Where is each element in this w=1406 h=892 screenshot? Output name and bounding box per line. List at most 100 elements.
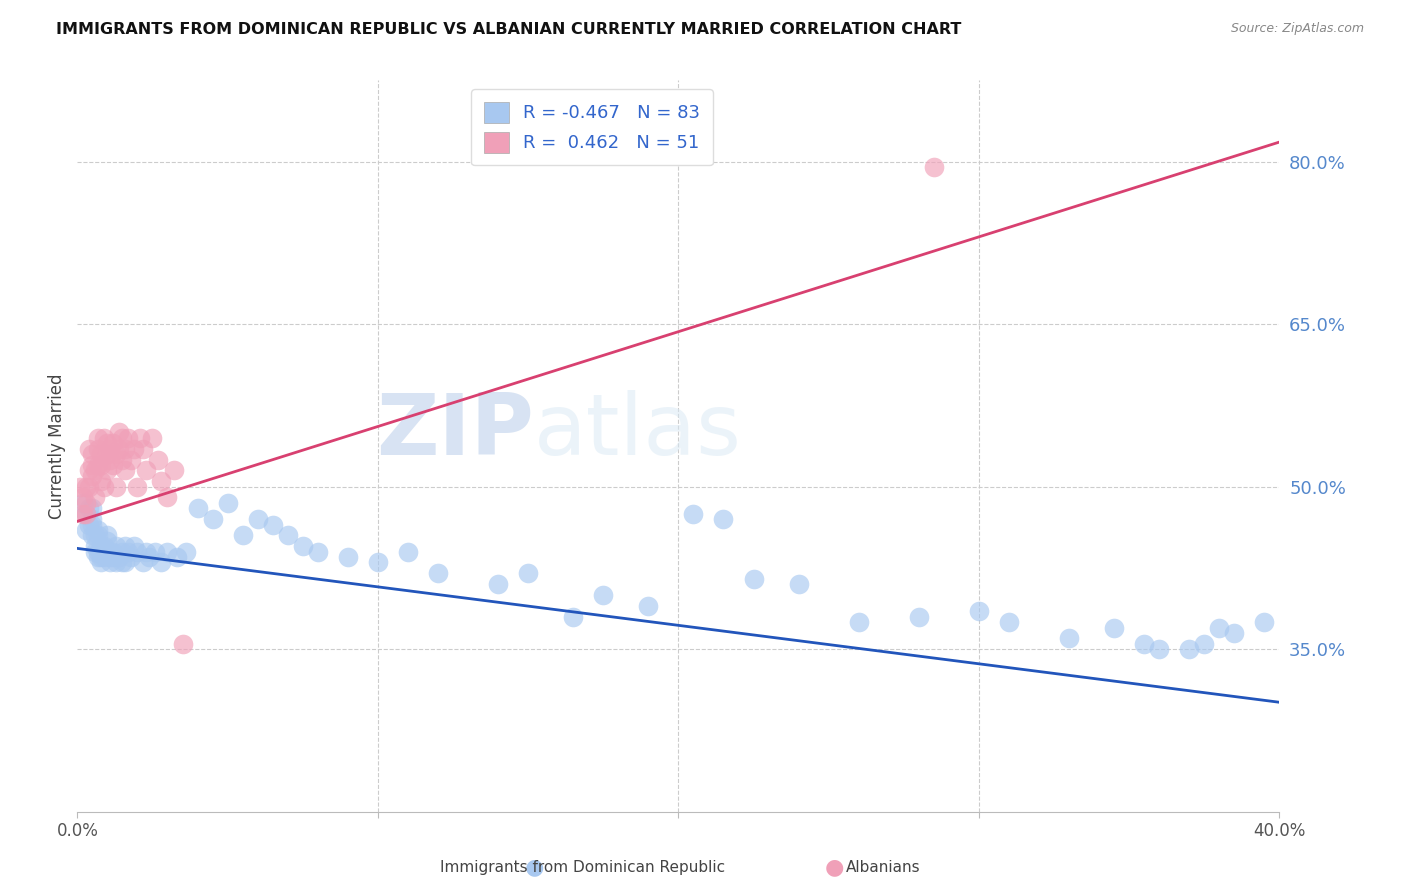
Point [908,609,931,624]
Point [82,512,104,526]
Point [105,556,128,570]
Point [637,599,659,613]
Point [1102,620,1125,634]
Point [232,528,254,542]
Text: Source: ZipAtlas.com: Source: ZipAtlas.com [1230,22,1364,36]
Point [69,480,91,494]
Point [217,496,239,510]
Legend: R = -0.467   N = 83, R =  0.462   N = 51: R = -0.467 N = 83, R = 0.462 N = 51 [471,89,713,165]
Point [72,507,94,521]
Point [141,431,163,445]
Text: Immigrants from Dominican Republic: Immigrants from Dominican Republic [440,860,724,874]
Point [90,447,112,461]
Point [79,517,101,532]
Point [135,463,157,477]
Point [111,544,134,558]
Point [82,447,104,461]
Point [111,431,134,445]
Point [998,615,1021,629]
Point [1178,642,1201,657]
Point [93,550,115,565]
Point [87,550,110,565]
Point [114,539,136,553]
Point [75,496,97,510]
Point [592,588,614,602]
Point [1057,632,1080,646]
Point [100,556,122,570]
Point [93,431,115,445]
Point [87,431,110,445]
Point [96,528,118,542]
Point [96,436,118,450]
Point [103,458,125,472]
Point [1223,626,1246,640]
Point [1194,637,1216,651]
Point [100,442,122,456]
Point [82,501,104,516]
Point [117,431,139,445]
Point [87,544,110,558]
Point [100,550,122,565]
Point [713,512,735,526]
Point [105,447,128,461]
Point [127,544,149,558]
Point [787,577,810,591]
Point [291,539,314,553]
Point [162,463,184,477]
Point [82,528,104,542]
Point [84,463,107,477]
Point [111,452,134,467]
Point [82,458,104,472]
Point [1149,642,1171,657]
Point [129,431,152,445]
Point [367,556,389,570]
Point [124,442,146,456]
Point [427,566,450,581]
Point [93,480,115,494]
Point [108,442,131,456]
Point [127,480,149,494]
Point [87,528,110,542]
Point [186,501,209,516]
Point [100,544,122,558]
Point [132,556,155,570]
Point [84,528,107,542]
Point [172,637,194,651]
Text: ●: ● [825,857,845,877]
Y-axis label: Currently Married: Currently Married [48,373,66,519]
Point [103,550,125,565]
Point [90,550,112,565]
Point [682,507,704,521]
Point [87,523,110,537]
Point [75,523,97,537]
Point [1133,637,1156,651]
Point [90,556,112,570]
Point [145,544,167,558]
Point [967,604,990,618]
Point [336,550,359,565]
Point [156,491,179,505]
Point [517,566,540,581]
Point [1208,620,1230,634]
Point [114,463,136,477]
Point [166,550,188,565]
Point [848,615,870,629]
Point [79,480,101,494]
Point [114,442,136,456]
Point [114,556,136,570]
Point [201,512,224,526]
Point [156,544,179,558]
Text: IMMIGRANTS FROM DOMINICAN REPUBLIC VS ALBANIAN CURRENTLY MARRIED CORRELATION CHA: IMMIGRANTS FROM DOMINICAN REPUBLIC VS AL… [56,22,962,37]
Point [75,507,97,521]
Text: ●: ● [524,857,544,877]
Point [120,550,142,565]
Point [96,463,118,477]
Point [103,544,125,558]
Text: Albanians: Albanians [845,860,920,874]
Point [111,556,134,570]
Point [148,452,170,467]
Point [84,491,107,505]
Point [307,544,329,558]
Point [90,539,112,553]
Point [96,447,118,461]
